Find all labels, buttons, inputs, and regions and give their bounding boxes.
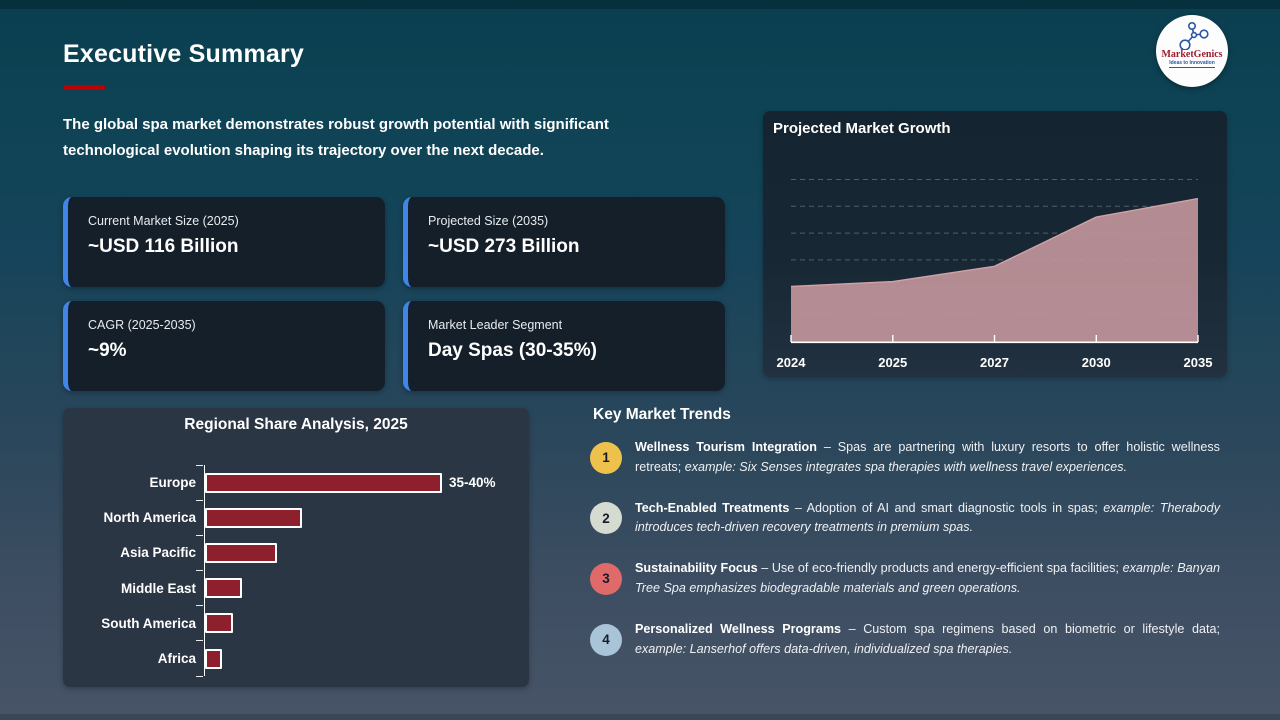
key-market-trends: Key Market Trends 1 Wellness Tourism Int… [590,406,1220,680]
trends-heading: Key Market Trends [593,406,731,423]
bar-track: 35-40% [196,464,523,501]
bar-category-label: Africa [157,651,196,667]
bar-row: Africa [63,640,523,677]
logo-name: MarketGenics [1161,49,1223,60]
molecule-icon [1179,22,1209,50]
x-axis-tick-label: 2025 [878,355,908,370]
trend-title: Wellness Tourism Integration [635,440,817,454]
bar-track [196,640,523,677]
logo-tagline: Ideas to Innovation [1169,60,1215,68]
bar-track [196,534,523,571]
regional-share-panel: Regional Share Analysis, 2025 Europe 35-4… [63,408,529,687]
trend-number-badge: 1 [590,441,622,474]
stat-card-market-leader: Market Leader Segment Day Spas (30-35%) [403,301,725,391]
stat-label: CAGR (2025-2035) [88,318,196,332]
trend-example: example: Six Senses integrates spa thera… [684,459,1128,474]
trend-item-tech-enabled: 2 Tech-Enabled Treatments – Adoption of … [590,499,1220,539]
projected-market-growth-panel: Projected Market Growth 2024 2025 2027 2030… [763,111,1227,377]
trend-item-personalized-wellness: 4 Personalized Wellness Programs – Custo… [590,620,1220,660]
growth-chart-canvas [790,179,1199,344]
trend-desc: – Custom spa regimens based on biometric… [841,621,1220,636]
trend-item-sustainability: 3 Sustainability Focus – Use of eco-frie… [590,559,1220,599]
stat-label: Market Leader Segment [428,318,563,332]
stat-label: Current Market Size (2025) [88,214,239,228]
bar [205,578,242,599]
x-axis-tick-label: 2024 [776,355,806,370]
trend-desc: – Adoption of AI and smart diagnostic to… [789,500,1104,515]
bar [205,507,302,528]
trend-text: Sustainability Focus – Use of eco-friend… [635,559,1220,599]
bar [205,542,277,563]
stat-card-projected-size: Projected Size (2035) ~USD 273 Billion [403,197,725,287]
bar-category-label: Europe [149,475,196,491]
bar-category-label: North America [103,510,196,526]
bar-row: North America [63,499,523,536]
bar-track [196,499,523,536]
stat-value: ~9% [88,340,127,361]
x-axis-tick-label: 2030 [1081,355,1111,370]
stat-label: Projected Size (2035) [428,214,549,228]
stat-cards: Current Market Size (2025) ~USD 116 Bill… [63,197,725,391]
growth-area-chart: 2024 2025 2027 2030 2035 [777,179,1213,379]
trend-item-wellness-tourism: 1 Wellness Tourism Integration – Spas ar… [590,438,1220,478]
trend-example: example: Banyan Tree Spa emphasizes biod… [635,561,1220,595]
trend-text: Personalized Wellness Programs – Custom … [635,620,1220,660]
stat-card-cagr: CAGR (2025-2035) ~9% [63,301,385,391]
trend-desc: – Use of eco-friendly products and energ… [757,561,1123,576]
trend-text: Wellness Tourism Integration – Spas are … [635,438,1220,478]
growth-chart-title: Projected Market Growth [773,120,951,137]
bar-row: Europe 35-40% [63,464,523,501]
top-edge-strip [0,0,1280,9]
bar-category-label: South America [101,615,196,631]
x-axis-tick-label: 2035 [1183,355,1213,370]
bar-row: South America [63,605,523,641]
x-axis-tick-label: 2027 [980,355,1009,370]
bar-track [196,605,523,641]
trend-number-badge: 3 [590,562,622,595]
trend-text: Tech-Enabled Treatments – Adoption of AI… [635,499,1220,539]
regional-chart-title: Regional Share Analysis, 2025 [184,416,408,433]
stat-card-current-market-size: Current Market Size (2025) ~USD 116 Bill… [63,197,385,287]
regional-bar-chart: Europe 35-40% North America Asia Pacific Mid… [63,464,523,677]
trend-title: Sustainability Focus [635,561,758,576]
bar [205,472,442,493]
bar [205,648,222,669]
bar-value-annotation: 35-40% [449,475,496,491]
trend-example: example: Lanserhof offers data-driven, i… [635,641,1013,656]
bar-category-label: Asia Pacific [120,545,196,561]
stat-value: Day Spas (30-35%) [428,340,597,361]
marketgenics-logo: MarketGenics Ideas to Innovation [1156,15,1228,87]
stat-value: ~USD 116 Billion [88,236,239,257]
growth-x-axis-labels: 2024 2025 2027 2030 2035 [777,355,1213,371]
title-underline-accent [63,85,105,90]
intro-text: The global spa market demonstrates robus… [63,116,609,159]
bar-row: Middle East [63,570,523,606]
trend-number-badge: 4 [590,623,622,656]
bar-row: Asia Pacific [63,534,523,571]
bar-track [196,570,523,606]
trend-title: Personalized Wellness Programs [635,621,842,636]
trend-desc: – Spas are partnering with luxury resort… [635,440,1220,474]
page-title: Executive Summary [63,40,305,68]
trend-example: example: Therabody introduces tech-drive… [635,500,1220,535]
stat-value: ~USD 273 Billion [428,236,580,257]
trend-number-badge: 2 [590,502,622,535]
trend-title: Tech-Enabled Treatments [635,500,790,515]
bottom-edge-strip [0,714,1280,720]
bar [205,613,233,634]
bar-category-label: Middle East [120,580,196,596]
